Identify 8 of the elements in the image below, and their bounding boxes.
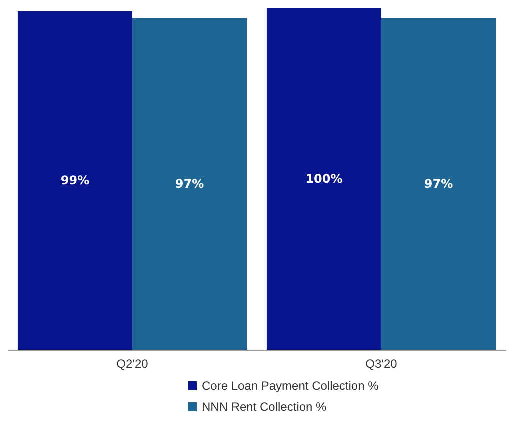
data-label: 100% [306, 172, 343, 186]
x-tick-label: Q3'20 [366, 357, 398, 371]
data-label: 97% [175, 177, 204, 192]
data-label: 97% [424, 177, 454, 192]
legend-label: Core Loan Payment Collection % [202, 379, 380, 393]
x-tick-label: Q2'20 [116, 357, 149, 371]
data-label: 99% [60, 174, 90, 188]
legend-label: NNN Rent Collection % [202, 400, 328, 414]
